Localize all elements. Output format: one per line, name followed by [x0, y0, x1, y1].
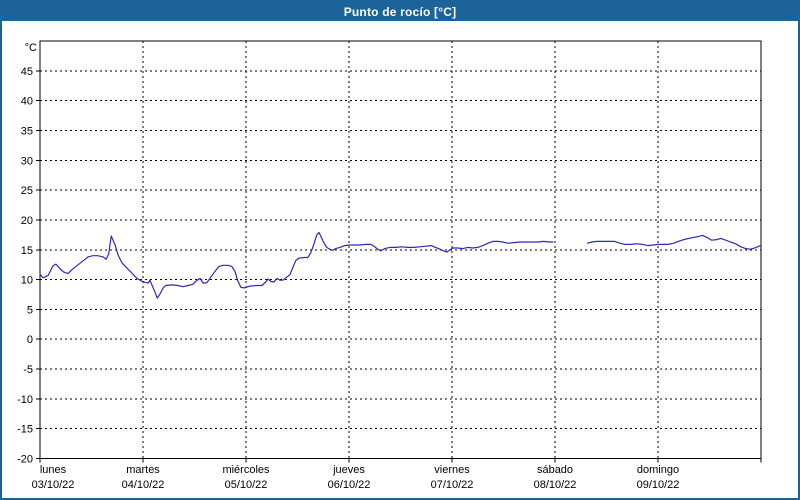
y-tick-label: 35	[21, 125, 33, 137]
y-tick-label: -5	[23, 364, 33, 376]
day-name-label: viernes	[434, 464, 470, 476]
dewpoint-line	[39, 231, 554, 299]
y-tick-label: -10	[17, 394, 33, 406]
day-name-label: miércoles	[222, 464, 270, 476]
y-tick-label: 0	[27, 334, 33, 346]
day-date-label: 03/10/22	[32, 479, 75, 491]
y-tick-label: 10	[21, 275, 33, 287]
day-date-label: 06/10/22	[328, 479, 371, 491]
y-tick-label: -15	[17, 424, 33, 436]
day-name-label: domingo	[637, 464, 679, 476]
y-tick-label: 20	[21, 215, 33, 227]
y-axis-unit-label: °C	[25, 42, 37, 54]
y-tick-label: 15	[21, 245, 33, 257]
y-tick-label: 30	[21, 155, 33, 167]
y-tick-label: 25	[21, 185, 33, 197]
day-date-label: 05/10/22	[225, 479, 268, 491]
y-tick-label: 5	[27, 304, 33, 316]
day-date-label: 09/10/22	[637, 479, 680, 491]
day-name-label: martes	[126, 464, 160, 476]
y-tick-label: -20	[17, 454, 33, 466]
day-name-label: lunes	[40, 464, 67, 476]
day-date-label: 04/10/22	[122, 479, 165, 491]
dewpoint-line	[586, 234, 762, 250]
day-date-label: 08/10/22	[534, 479, 577, 491]
day-name-label: jueves	[332, 464, 365, 476]
day-date-label: 07/10/22	[431, 479, 474, 491]
day-name-label: sábado	[537, 464, 573, 476]
plot-border	[39, 40, 762, 459]
y-tick-label: 40	[21, 96, 33, 108]
chart-title: Punto de rocío [°C]	[343, 4, 457, 19]
y-tick-label: 45	[21, 66, 33, 78]
title-bar: Punto de rocío [°C]	[2, 2, 798, 21]
